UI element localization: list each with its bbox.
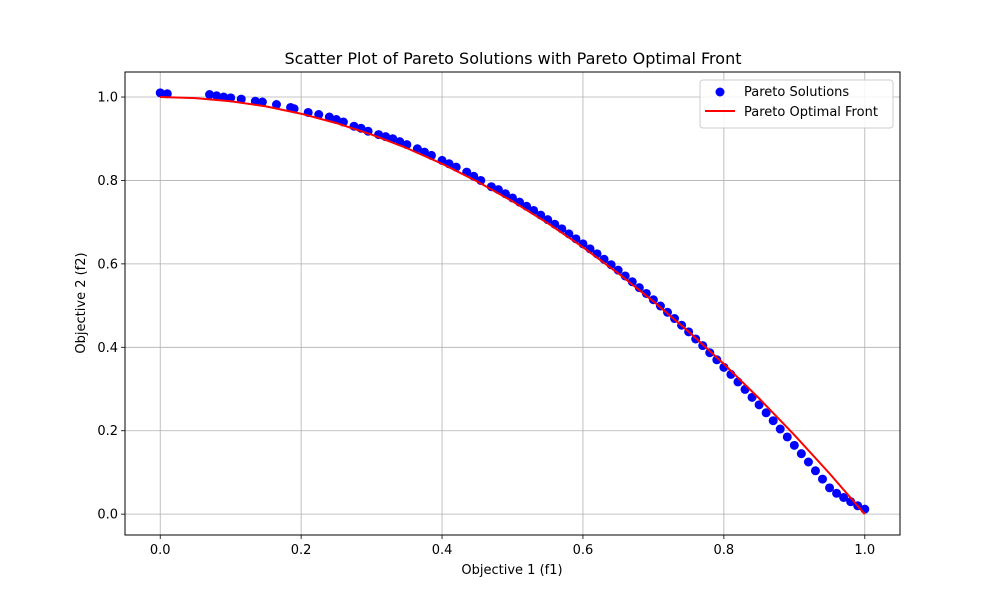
x-axis-label: Objective 1 (f1)	[461, 563, 562, 578]
scatter-point	[219, 92, 229, 102]
scatter-point	[832, 488, 842, 498]
scatter-point	[162, 89, 172, 99]
scatter-point	[803, 457, 813, 467]
scatter-point	[789, 440, 799, 450]
y-tick-label: 0.6	[97, 257, 118, 272]
scatter-point	[271, 100, 281, 110]
y-tick-label: 0.4	[97, 341, 118, 356]
scatter-point	[782, 432, 792, 442]
y-tick-label: 0.8	[97, 174, 118, 189]
x-tick-label: 1.0	[854, 543, 875, 558]
scatter-point	[810, 466, 820, 476]
scatter-point	[768, 416, 778, 426]
scatter-point	[754, 400, 764, 410]
legend-label-pareto-solutions: Pareto Solutions	[744, 85, 849, 100]
scatter-point	[212, 91, 222, 101]
y-tick-label: 1.0	[97, 91, 118, 106]
x-tick-label: 0.4	[432, 543, 453, 558]
legend: Pareto Solutions Pareto Optimal Front	[699, 79, 894, 129]
scatter-point	[257, 97, 267, 107]
scatter-point	[839, 492, 849, 502]
scatter-point	[818, 474, 827, 484]
scatter-point	[634, 283, 644, 293]
x-axis-ticks: 0.0 0.2 0.4 0.6 0.8 1.0	[150, 535, 875, 558]
scatter-point	[712, 355, 722, 365]
y-tick-label: 0.0	[97, 508, 118, 523]
x-tick-label: 0.0	[150, 543, 171, 558]
legend-box	[699, 79, 894, 129]
scatter-point	[775, 424, 785, 434]
x-tick-label: 0.6	[573, 543, 594, 558]
scatter-point	[641, 288, 651, 298]
line-layer	[160, 96, 866, 515]
grid	[125, 72, 900, 535]
scatter-point	[761, 408, 771, 418]
y-axis-ticks: 0.0 0.2 0.4 0.6 0.8 1.0	[97, 91, 125, 523]
pareto-front-line	[160, 96, 866, 515]
scatter-point	[705, 348, 715, 358]
scatter-point	[740, 384, 750, 394]
chart-title: Scatter Plot of Pareto Solutions with Pa…	[285, 49, 742, 68]
scatter-point	[648, 295, 658, 305]
scatter-point	[796, 449, 806, 459]
x-tick-label: 0.8	[714, 543, 735, 558]
scatter-point	[155, 88, 165, 98]
y-tick-label: 0.2	[97, 424, 118, 439]
y-axis-label: Objective 2 (f2)	[74, 252, 89, 353]
scatter-point	[825, 483, 835, 493]
scatter-point	[627, 277, 637, 287]
legend-label-pareto-front: Pareto Optimal Front	[744, 105, 878, 120]
legend-scatter-marker	[715, 87, 725, 97]
scatter-point	[236, 94, 246, 104]
scatter-point	[250, 96, 260, 106]
scatter-points	[155, 88, 870, 514]
scatter-point	[324, 112, 334, 122]
plot-area-frame	[124, 71, 901, 536]
x-tick-label: 0.2	[291, 543, 312, 558]
scatter-point	[205, 90, 215, 100]
